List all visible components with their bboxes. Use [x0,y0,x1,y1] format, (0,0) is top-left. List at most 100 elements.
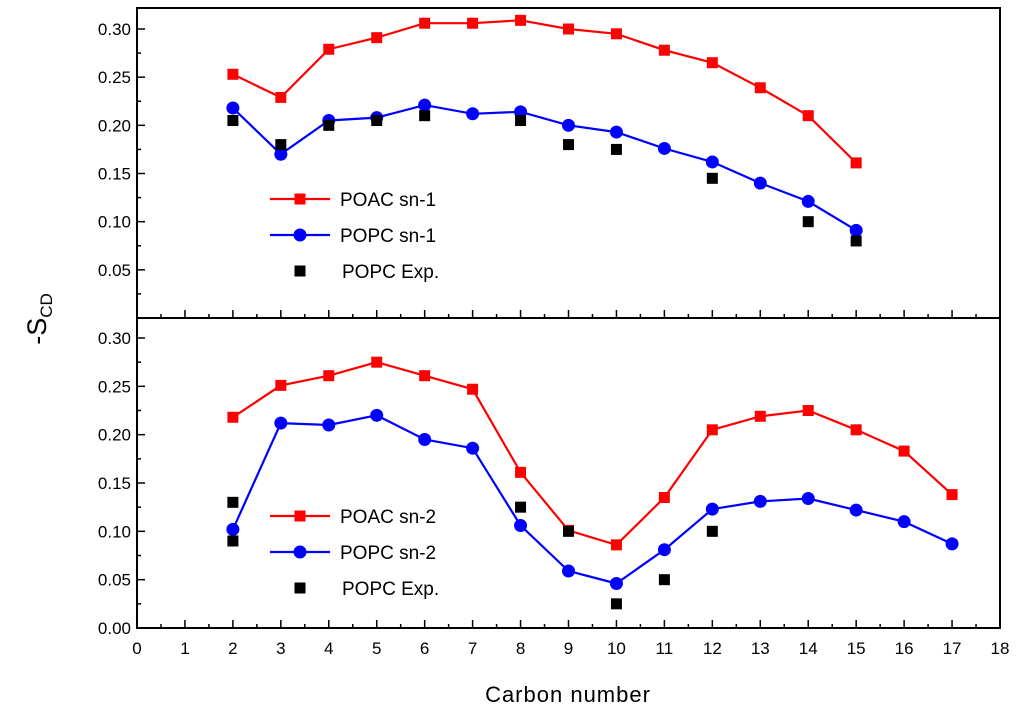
x-tick-label: 2 [228,639,237,658]
series-poac-sn-1-top [227,14,862,169]
data-point [227,535,239,547]
data-point [850,157,862,169]
series-popc-exp--bottom [227,496,718,610]
data-point [275,91,287,103]
x-tick-label: 7 [468,639,477,658]
legend-entry: POPC Exp. [294,262,439,283]
legend-label: POPC Exp. [342,579,439,600]
data-point [801,194,815,208]
x-tick-label: 16 [895,639,914,658]
data-point [514,519,528,533]
data-point [515,501,527,513]
plot-frame-top [136,7,1001,319]
series-line [232,361,953,547]
data-point [419,110,431,122]
data-point [227,496,239,508]
x-tick-label: 6 [420,639,429,658]
legend-label: POPC sn-2 [340,543,436,564]
data-point [946,489,958,501]
data-point [226,101,240,115]
data-point [610,28,622,40]
x-tick-label: 4 [324,639,333,658]
series-popc-exp--top [227,110,862,247]
data-point [753,176,767,190]
x-axis-title: Carbon number [485,682,651,707]
y-tick-label-top: 0.30 [98,20,131,39]
data-point [706,525,718,537]
legend-entry: POAC sn-1 [270,190,436,211]
legend-marker [293,228,307,242]
data-point [274,147,288,161]
data-point [562,118,575,132]
y-tick-label-top: 0.05 [98,261,131,280]
y-tick-label-bottom: 0.25 [98,377,131,396]
data-point [658,44,670,56]
y-tick-label-bottom: 0.00 [98,619,131,638]
data-point [898,445,910,457]
legend-label: POAC sn-1 [340,190,436,211]
data-point [562,564,575,578]
data-point [610,539,622,551]
legend-marker [293,545,307,559]
data-point [850,235,862,247]
legend-layer: POAC sn-1 POPC sn-1 POPC Exp. POAC sn-2 POPC… [270,190,439,600]
data-point [563,525,574,537]
data-point [849,503,863,517]
legend-label: POPC Exp. [342,262,439,283]
x-tick-label: 17 [943,639,962,658]
data-point [323,119,335,131]
plot-frame-bottom [136,317,1001,629]
data-point [801,491,815,505]
data-point [467,383,479,395]
x-tick-label: 5 [372,639,381,658]
series-line [232,103,857,232]
data-point [275,139,287,151]
legend-marker [294,582,306,594]
x-tick-label: 1 [180,639,189,658]
data-point [897,515,911,529]
data-point [418,98,432,112]
y-tick-label-bottom: 0.20 [98,426,131,445]
data-point [466,441,480,455]
data-point [609,125,623,139]
data-point [274,416,288,430]
data-point [371,32,383,44]
y-tick-label-top: 0.20 [98,116,131,135]
x-tick-label: 12 [703,639,722,658]
series-line [232,19,857,164]
data-point [850,424,862,436]
legend-marker [294,193,306,205]
x-tick-label: 8 [516,639,525,658]
data-point [418,433,432,446]
legend-entry: POPC sn-2 [270,543,436,564]
data-point [658,492,670,503]
data-point [323,43,335,55]
y-tick-label-bottom: 0.30 [98,329,131,348]
data-point [610,143,622,155]
x-tick-label: 14 [799,639,818,658]
data-point [371,115,383,127]
data-point [370,408,384,422]
y-axis-title-subscript: CD [37,293,56,318]
data-point [466,107,480,121]
series-line [231,414,953,585]
data-point [323,370,335,382]
legend-label: POAC sn-2 [340,507,436,528]
data-point [419,17,431,29]
data-point [371,356,383,368]
series-layer [226,14,959,610]
y-tick-label-bottom: 0.10 [98,522,131,541]
x-tick-label: 9 [564,639,573,658]
data-point [227,411,239,423]
series-popc-sn-2-bottom [226,408,959,591]
y-tick-label-bottom: 0.15 [98,474,131,493]
data-point [706,57,718,69]
data-point [802,216,814,228]
x-tick-label: 0 [132,639,141,658]
data-point [657,543,671,557]
y-tick-label-top: 0.25 [98,68,131,87]
legend-entry: POPC sn-1 [270,226,436,247]
data-point [658,574,670,586]
axes-layer: 0.05 0.10 0.15 0.20 0.25 0.30 0.00 0.05 0.10 0.15… [98,20,1010,658]
x-tick-label: 11 [656,639,674,658]
